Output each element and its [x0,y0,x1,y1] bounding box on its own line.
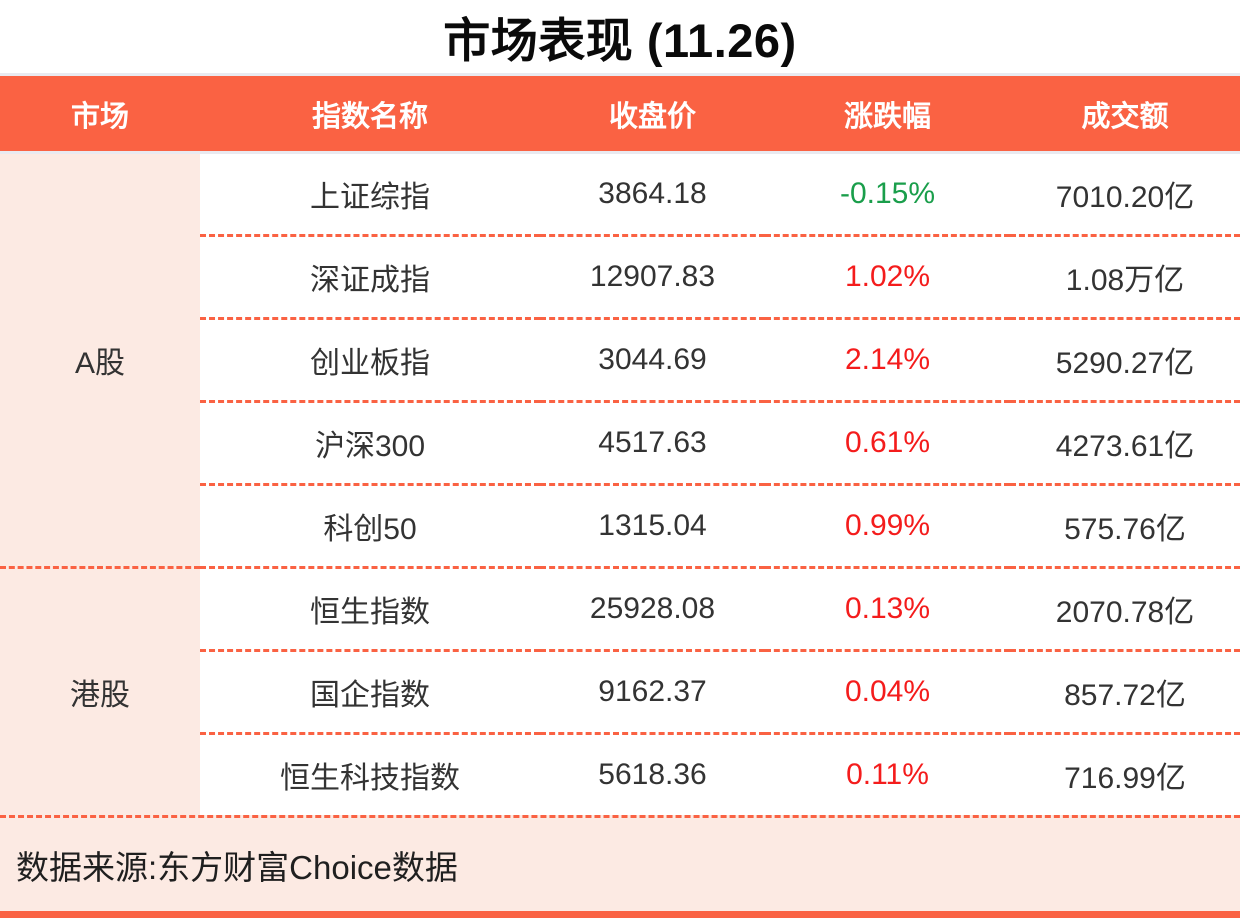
change-percent: 0.99% [765,483,1010,568]
table-header-row: 市场 指数名称 收盘价 涨跌幅 成交额 [0,73,1240,155]
data-source-note: 数据来源:东方财富Choice数据 [0,815,1240,911]
change-percent: -0.15% [765,152,1010,236]
close-price: 5618.36 [540,732,765,816]
turnover-value: 716.99亿 [1010,732,1240,816]
change-percent: 0.13% [765,566,1010,651]
col-header-change: 涨跌幅 [765,73,1010,155]
table-row-hstech: 恒生科技指数 5618.36 0.11% 716.99亿 [0,732,1240,816]
change-percent: 0.61% [765,400,1010,485]
col-header-market: 市场 [0,73,200,155]
turnover-value: 857.72亿 [1010,649,1240,734]
bottom-accent-bar [0,910,1240,918]
close-price: 9162.37 [540,649,765,734]
group-label-a-shares: A股 [0,152,200,568]
index-name: 科创50 [200,483,540,568]
index-name: 国企指数 [200,649,540,734]
turnover-value: 7010.20亿 [1010,152,1240,236]
turnover-value: 575.76亿 [1010,483,1240,568]
close-price: 25928.08 [540,566,765,651]
table-row-chinext: 创业板指 3044.69 2.14% 5290.27亿 [0,317,1240,402]
table-row-sse: A股 上证综指 3864.18 -0.15% 7010.20亿 [0,152,1240,568]
index-name: 沪深300 [200,400,540,485]
turnover-value: 5290.27亿 [1010,317,1240,402]
change-percent: 0.11% [765,732,1010,816]
change-percent: 0.04% [765,649,1010,734]
market-table: 市场 指数名称 收盘价 涨跌幅 成交额 A股 上证综指 3864.18 -0.1… [0,73,1240,816]
close-price: 1315.04 [540,483,765,568]
change-percent: 1.02% [765,234,1010,319]
close-price: 12907.83 [540,234,765,319]
close-price: 3864.18 [540,152,765,236]
table-row-szse: 深证成指 12907.83 1.02% 1.08万亿 [0,234,1240,319]
col-header-turnover: 成交额 [1010,73,1240,155]
index-name: 上证综指 [200,152,540,236]
turnover-value: 1.08万亿 [1010,234,1240,319]
close-price: 4517.63 [540,400,765,485]
turnover-value: 2070.78亿 [1010,566,1240,651]
index-name: 创业板指 [200,317,540,402]
group-label-hk-shares: 港股 [0,566,200,816]
col-header-index: 指数名称 [200,73,540,155]
table-row-hsi: 港股 恒生指数 25928.08 0.13% 2070.78亿 [0,566,1240,816]
page-title: 市场表现 (11.26) [443,14,797,68]
index-name: 深证成指 [200,234,540,319]
close-price: 3044.69 [540,317,765,402]
table-row-star50: 科创50 1315.04 0.99% 575.76亿 [0,483,1240,568]
col-header-close: 收盘价 [540,73,765,155]
index-name: 恒生科技指数 [200,732,540,816]
table-row-csi300: 沪深300 4517.63 0.61% 4273.61亿 [0,400,1240,485]
index-name: 恒生指数 [200,566,540,651]
table-row-hscei: 国企指数 9162.37 0.04% 857.72亿 [0,649,1240,734]
turnover-value: 4273.61亿 [1010,400,1240,485]
change-percent: 2.14% [765,317,1010,402]
